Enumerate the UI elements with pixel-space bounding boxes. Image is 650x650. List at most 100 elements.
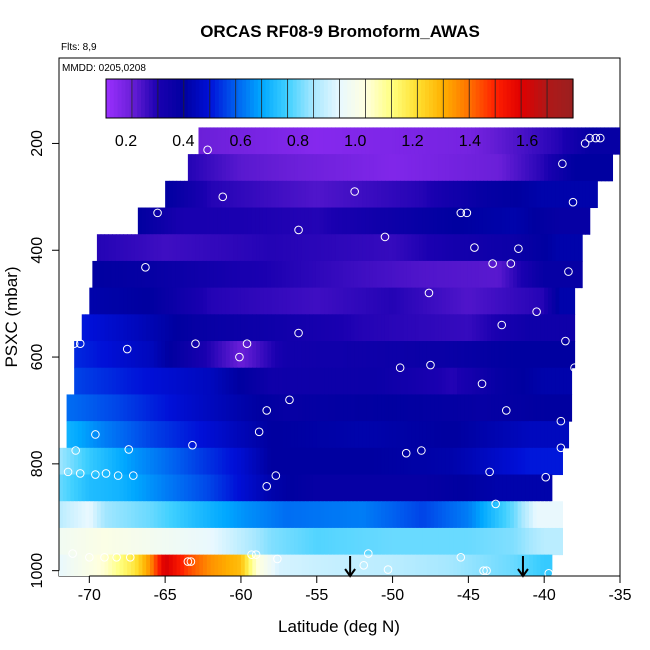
heatmap-cell	[289, 127, 294, 155]
heatmap-cell	[369, 394, 375, 422]
heatmap-cell	[362, 501, 367, 529]
heatmap-cell	[119, 421, 125, 449]
heatmap-cell	[237, 287, 242, 315]
heatmap-cell	[221, 260, 226, 289]
colorbar-swatch	[320, 79, 325, 118]
sample-point	[482, 566, 491, 575]
heatmap-cell	[422, 180, 428, 209]
heatmap-cell	[415, 314, 420, 342]
sample-point	[235, 352, 244, 362]
heatmap-cell	[259, 260, 264, 289]
heatmap-cell	[221, 314, 227, 342]
heatmap-cell	[544, 341, 549, 369]
heatmap-cell	[426, 447, 432, 476]
heatmap-cell	[168, 180, 174, 209]
heatmap-cell	[199, 554, 204, 576]
heatmap-cell	[297, 260, 302, 289]
heatmap-cell	[233, 154, 238, 182]
heatmap-cell	[555, 394, 560, 422]
heatmap-cell	[457, 554, 462, 576]
heatmap-cell	[418, 260, 423, 289]
heatmap-cell	[438, 341, 443, 369]
heatmap-cell	[494, 447, 500, 476]
heatmap-cell	[259, 341, 265, 369]
heatmap-cell	[259, 501, 265, 529]
heatmap-cell	[491, 447, 496, 476]
colorbar-tick-label: 0.8	[287, 133, 309, 150]
colorbar-swatch	[257, 79, 263, 118]
heatmap-cell	[252, 287, 257, 315]
heatmap-cell	[233, 234, 238, 262]
heatmap-cell	[547, 260, 552, 289]
heatmap-cell	[218, 554, 223, 576]
heatmap-cell	[218, 234, 223, 262]
heatmap-cell	[506, 447, 511, 476]
heatmap-cell	[161, 527, 166, 556]
heatmap-cell	[335, 234, 341, 262]
heatmap-cell	[350, 207, 355, 235]
heatmap-cell	[445, 527, 451, 556]
heatmap-cell	[551, 421, 557, 449]
heatmap-cell	[419, 501, 424, 529]
heatmap-cell	[520, 127, 526, 155]
heatmap-cell	[339, 447, 344, 476]
heatmap-cell	[362, 447, 367, 476]
heatmap-cell	[104, 234, 109, 262]
heatmap-cell	[358, 154, 363, 182]
heatmap-cell	[547, 207, 552, 235]
colorbar-swatch	[565, 79, 570, 118]
heatmap-cell	[96, 287, 102, 315]
heatmap-cell	[229, 501, 234, 529]
heatmap-cell	[434, 154, 439, 182]
sample-point	[424, 288, 434, 298]
heatmap-cell	[77, 474, 83, 502]
heatmap-cell	[180, 421, 185, 449]
heatmap-cell	[312, 154, 318, 182]
heatmap-cell	[509, 260, 514, 289]
heatmap-cell	[438, 554, 443, 576]
heatmap-cell	[415, 501, 420, 529]
heatmap-cell	[100, 554, 106, 576]
heatmap-cell	[331, 474, 337, 502]
heatmap-cell	[267, 314, 272, 342]
heatmap-cell	[438, 314, 443, 342]
heatmap-cell	[578, 234, 583, 262]
heatmap-cell	[339, 367, 344, 395]
heatmap-cell	[547, 501, 553, 529]
heatmap-cell	[184, 341, 189, 369]
heatmap-cell	[366, 287, 371, 315]
heatmap-cell	[525, 474, 530, 502]
heatmap-cell	[468, 287, 473, 315]
heatmap-cell	[517, 341, 523, 369]
heatmap-cell	[141, 260, 147, 289]
heatmap-cell	[145, 207, 150, 235]
heatmap-cell	[400, 527, 405, 556]
heatmap-cell	[263, 421, 269, 449]
colorbar-swatch	[456, 79, 461, 118]
colorbar-swatch	[288, 79, 294, 118]
heatmap-cell	[377, 394, 382, 422]
heatmap-cell	[290, 447, 295, 476]
heatmap-cell	[460, 447, 466, 476]
heatmap-cell	[172, 394, 178, 422]
heatmap-cell	[438, 394, 443, 422]
heatmap-cell	[153, 234, 159, 262]
heatmap-cell	[134, 367, 140, 395]
colorbar-swatch	[121, 79, 127, 118]
sample-points	[63, 133, 605, 576]
heatmap-cell	[316, 447, 322, 476]
heatmap-cell	[203, 394, 208, 422]
heatmap-cell	[543, 127, 548, 155]
heatmap-cell	[536, 154, 541, 182]
heatmap-cell	[377, 234, 382, 262]
colorbar-swatch	[316, 79, 321, 118]
heatmap-cell	[290, 367, 295, 395]
colorbar-swatch	[300, 79, 306, 118]
heatmap-cell	[123, 287, 128, 315]
heatmap-cell	[278, 260, 283, 289]
heatmap-cell	[532, 527, 538, 556]
heatmap-cell	[153, 341, 159, 369]
heatmap-cell	[263, 447, 269, 476]
heatmap-cell	[278, 554, 284, 576]
heatmap-cell	[290, 287, 295, 315]
